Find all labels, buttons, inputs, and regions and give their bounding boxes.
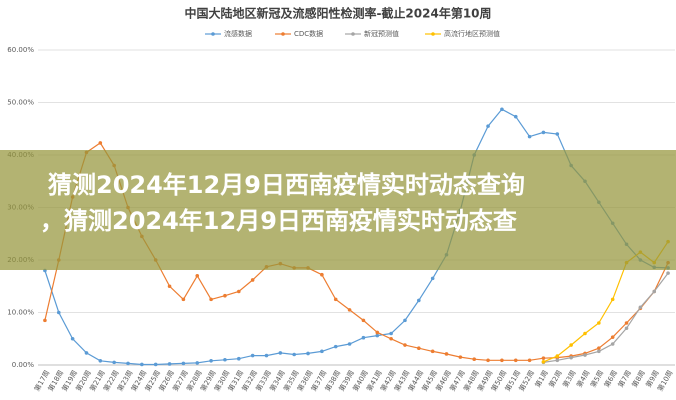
- point: [458, 355, 463, 359]
- point: [417, 298, 421, 303]
- banner-line: 猜测2024年12月9日西南疫情实时动态查询: [47, 171, 525, 199]
- point: [500, 358, 504, 363]
- point: [140, 362, 144, 367]
- point: [181, 297, 186, 302]
- series-line: [44, 108, 669, 366]
- point: [472, 357, 477, 362]
- legend-label: 高流行地区预测值: [444, 29, 500, 38]
- point: [597, 349, 601, 354]
- point: [430, 276, 435, 281]
- banner-line: ，猜测2024年12月9日西南疫情实时动态查: [40, 207, 517, 235]
- y-tick-label: 60.00%: [7, 46, 34, 54]
- point: [306, 351, 310, 356]
- point: [84, 351, 89, 355]
- point: [389, 331, 393, 336]
- point: [513, 114, 518, 119]
- point: [209, 359, 213, 363]
- point: [444, 352, 449, 356]
- point: [250, 278, 255, 282]
- point: [389, 336, 393, 341]
- point: [236, 356, 241, 361]
- chart-title: 中国大陆地区新冠及流感阳性检测率-截止2024年第10周: [184, 6, 491, 21]
- point: [98, 141, 103, 145]
- point: [403, 318, 407, 323]
- point: [347, 342, 352, 346]
- point: [320, 272, 324, 277]
- point: [500, 107, 504, 112]
- point: [126, 361, 130, 366]
- legend-label: CDC数据: [294, 29, 323, 38]
- point: [333, 344, 338, 349]
- point: [278, 351, 283, 355]
- point: [236, 289, 241, 294]
- point: [583, 331, 587, 336]
- point: [403, 343, 407, 347]
- point: [195, 361, 200, 365]
- point: [486, 124, 490, 128]
- y-tick-label: 50.00%: [7, 99, 34, 107]
- point: [541, 360, 546, 364]
- point: [569, 343, 573, 347]
- point: [347, 308, 352, 312]
- point: [624, 321, 629, 325]
- point: [292, 352, 296, 357]
- legend-label: 新冠预测值: [364, 29, 399, 38]
- point: [527, 358, 532, 363]
- point: [333, 297, 338, 302]
- point: [555, 358, 560, 363]
- point: [167, 284, 172, 289]
- point: [417, 346, 421, 351]
- point: [583, 353, 587, 357]
- point: [610, 342, 615, 346]
- point: [98, 359, 103, 363]
- point: [610, 335, 615, 339]
- point: [513, 358, 518, 363]
- point: [223, 293, 227, 298]
- banner-text: 猜测2024年12月9日西南疫情实时动态查询 ，猜测2024年12月9日西南疫情…: [40, 171, 525, 235]
- point: [624, 326, 629, 331]
- banner: [0, 150, 676, 270]
- y-tick-label: 10.00%: [7, 309, 34, 317]
- series-line: [543, 272, 669, 363]
- y-tick-label: 0.00%: [12, 361, 35, 369]
- point: [430, 349, 435, 354]
- point: [375, 333, 380, 338]
- point: [320, 349, 324, 354]
- legend-marker: [211, 32, 215, 36]
- point: [666, 271, 670, 275]
- legend-marker: [351, 32, 355, 36]
- point: [264, 353, 269, 358]
- point: [486, 358, 490, 363]
- point: [569, 355, 573, 360]
- point: [361, 318, 366, 323]
- point: [250, 353, 255, 358]
- point: [638, 305, 643, 310]
- point: [153, 362, 158, 367]
- point: [541, 356, 546, 360]
- legend-marker: [431, 32, 435, 36]
- point: [597, 321, 601, 325]
- point: [652, 289, 657, 294]
- point: [209, 297, 213, 302]
- point: [375, 330, 380, 335]
- point: [361, 335, 366, 340]
- point: [597, 346, 601, 351]
- legend-marker: [281, 32, 285, 36]
- point: [541, 130, 546, 135]
- point: [43, 318, 47, 323]
- point: [181, 361, 186, 366]
- point: [527, 134, 532, 139]
- point: [223, 357, 227, 362]
- point: [167, 362, 172, 366]
- point: [112, 360, 116, 365]
- point: [195, 273, 200, 278]
- point: [70, 336, 75, 341]
- point: [555, 132, 560, 136]
- point: [56, 310, 61, 315]
- point: [555, 354, 560, 358]
- point: [610, 297, 615, 302]
- legend-label: 流感数据: [224, 29, 252, 38]
